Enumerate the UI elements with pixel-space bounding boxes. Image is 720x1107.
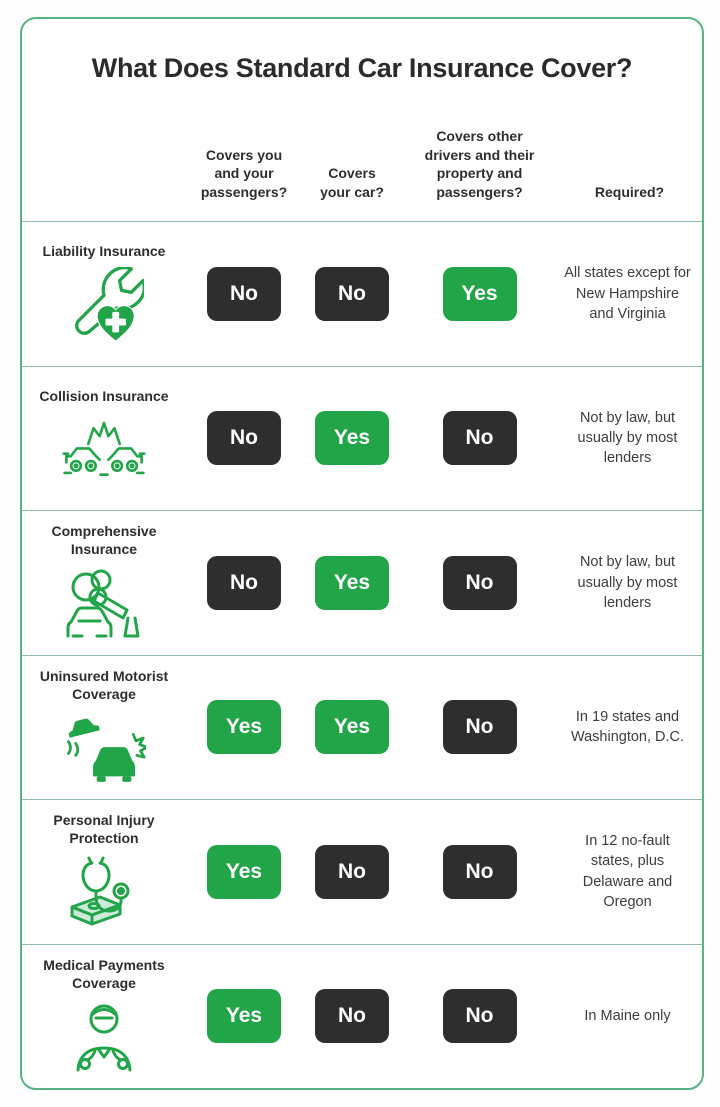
- covers-car-badge: Yes: [315, 411, 389, 466]
- covers-others-badge: No: [442, 555, 517, 610]
- covers-others-badge: No: [442, 989, 517, 1044]
- covers-car-badge: Yes: [315, 555, 389, 610]
- covers-car-cell: No: [302, 844, 402, 899]
- covers-you-cell: Yes: [186, 844, 302, 899]
- covers-you-badge: No: [207, 555, 281, 610]
- covers-you-cell: No: [186, 555, 302, 610]
- covers-you-badge: Yes: [207, 989, 281, 1044]
- row-header-cell: Medical Payments Coverage: [22, 945, 186, 1089]
- row-label: Uninsured Motorist Coverage: [39, 667, 169, 702]
- table-row: Comprehensive Insurance No: [22, 510, 702, 655]
- column-header-covers-you: Covers you and your passengers?: [186, 146, 302, 201]
- required-cell: In Maine only: [557, 1006, 702, 1026]
- table-row: Personal Injury Protection: [22, 799, 702, 944]
- covers-car-cell: No: [302, 989, 402, 1044]
- row-label: Comprehensive Insurance: [51, 523, 157, 558]
- column-header-covers-others: Covers other drivers and their property …: [402, 127, 557, 201]
- insurance-coverage-card: What Does Standard Car Insurance Cover? …: [20, 17, 704, 1090]
- covers-you-badge: Yes: [207, 700, 281, 755]
- covers-you-badge: No: [207, 266, 281, 321]
- card-header-section: What Does Standard Car Insurance Cover? …: [22, 19, 702, 221]
- covers-car-cell: Yes: [302, 555, 402, 610]
- covers-car-badge: Yes: [315, 700, 389, 755]
- column-header-label: Covers you and your passengers?: [200, 146, 288, 200]
- page-title: What Does Standard Car Insurance Cover?: [91, 53, 633, 83]
- covers-others-cell: Yes: [402, 266, 557, 321]
- doctor-icon: [62, 999, 146, 1077]
- covers-others-badge: No: [442, 700, 517, 755]
- covers-others-badge: Yes: [442, 266, 517, 321]
- row-header-cell: Uninsured Motorist Coverage: [22, 656, 186, 800]
- required-cell: Not by law, but usually by most lenders: [557, 552, 702, 613]
- column-header-label: Covers other drivers and their property …: [424, 128, 535, 200]
- covers-you-badge: No: [207, 411, 281, 466]
- covers-others-cell: No: [402, 989, 557, 1044]
- column-header-covers-car: Covers your car?: [302, 164, 402, 201]
- table-row: Uninsured Motorist Coverage Yes: [22, 654, 702, 800]
- covers-others-cell: No: [402, 844, 557, 899]
- covers-others-badge: No: [442, 411, 517, 466]
- required-cell: In 19 states and Washington, D.C.: [557, 707, 702, 748]
- covers-car-badge: No: [315, 266, 389, 321]
- required-cell: In 12 no-fault states, plus Delaware and…: [557, 831, 702, 912]
- column-header-row: Covers you and your passengers? Covers y…: [22, 84, 702, 221]
- row-header-cell: Personal Injury Protection: [22, 800, 186, 944]
- covers-car-badge: No: [315, 844, 389, 899]
- column-header-required: Required?: [557, 183, 702, 201]
- covers-car-badge: No: [315, 989, 389, 1044]
- required-text: Not by law, but usually by most lenders: [577, 409, 678, 467]
- covers-others-badge: No: [442, 844, 517, 899]
- required-text: In 12 no-fault states, plus Delaware and…: [582, 833, 673, 911]
- table-row: Medical Payments Coverage: [22, 943, 702, 1089]
- tree-on-car-icon: [62, 565, 146, 643]
- required-cell: Not by law, but usually by most lenders: [557, 408, 702, 469]
- row-label: Medical Payments Coverage: [43, 956, 165, 991]
- skidding-car-crash-icon: [62, 710, 146, 788]
- required-cell: All states except for New Hampshire and …: [557, 263, 702, 324]
- covers-car-cell: Yes: [302, 411, 402, 466]
- row-label: Liability Insurance: [42, 243, 166, 260]
- car-collision-icon: [62, 412, 146, 490]
- required-text: In 19 states and Washington, D.C.: [570, 708, 685, 746]
- covers-car-cell: Yes: [302, 700, 402, 755]
- covers-others-cell: No: [402, 411, 557, 466]
- row-header-cell: Collision Insurance: [22, 367, 186, 511]
- covers-you-cell: No: [186, 266, 302, 321]
- required-text: All states except for New Hampshire and …: [564, 265, 691, 322]
- row-header-cell: Comprehensive Insurance: [22, 511, 186, 655]
- wrench-heart-icon: [62, 267, 146, 345]
- covers-car-cell: No: [302, 266, 402, 321]
- covers-others-cell: No: [402, 555, 557, 610]
- table-row: Collision Insurance No: [22, 365, 702, 511]
- row-header-cell: Liability Insurance: [22, 222, 186, 366]
- covers-you-cell: Yes: [186, 989, 302, 1044]
- covers-you-cell: Yes: [186, 700, 302, 755]
- row-label: Personal Injury Protection: [53, 812, 155, 847]
- column-header-label: Covers your car?: [320, 165, 384, 200]
- row-label: Collision Insurance: [39, 387, 169, 404]
- covers-you-cell: No: [186, 411, 302, 466]
- stethoscope-money-icon: [62, 854, 146, 932]
- required-text: In Maine only: [584, 1008, 671, 1025]
- covers-others-cell: No: [402, 700, 557, 755]
- table-row: Liability Insurance No No Yes: [22, 221, 702, 366]
- column-header-label: Required?: [594, 183, 665, 200]
- covers-you-badge: Yes: [207, 844, 281, 899]
- required-text: Not by law, but usually by most lenders: [577, 554, 678, 611]
